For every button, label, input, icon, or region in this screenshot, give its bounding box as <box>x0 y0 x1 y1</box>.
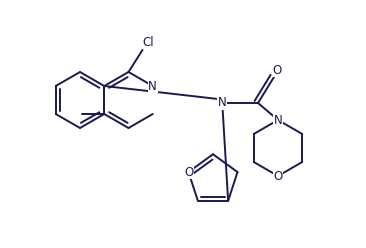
Text: N: N <box>274 114 283 126</box>
Text: N: N <box>218 96 227 110</box>
Text: O: O <box>184 165 193 179</box>
Text: N: N <box>148 80 157 93</box>
Text: O: O <box>272 63 281 76</box>
Text: Cl: Cl <box>143 35 154 49</box>
Text: O: O <box>273 169 283 183</box>
